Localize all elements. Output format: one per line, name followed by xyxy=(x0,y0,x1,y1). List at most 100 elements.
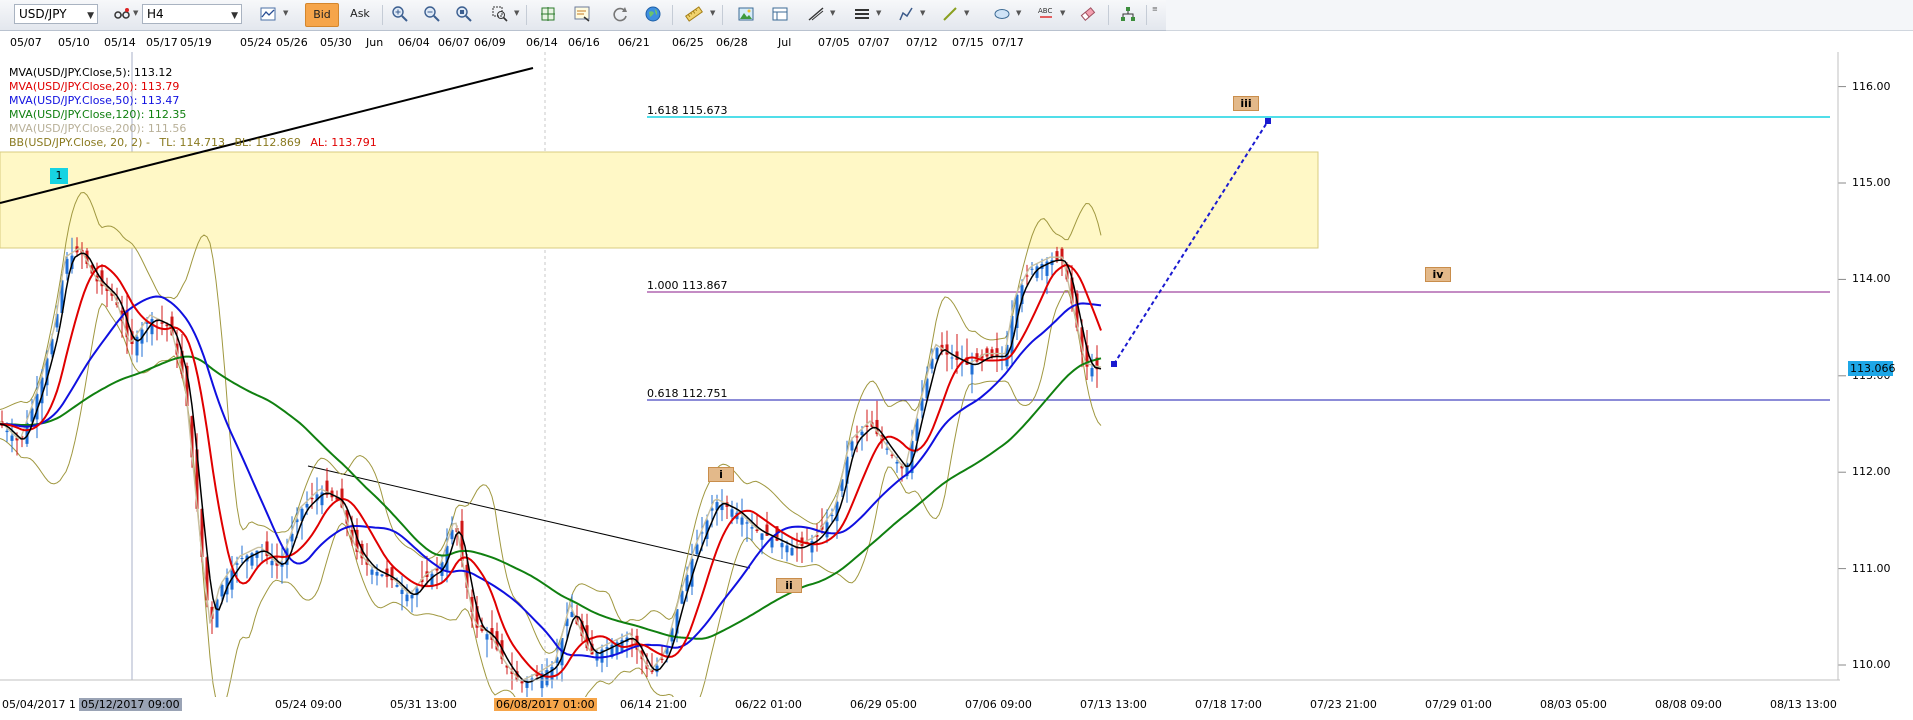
date-bar-label: 05/17 xyxy=(146,36,178,49)
chevron-down-icon[interactable]: ▼ xyxy=(1016,9,1022,17)
date-bar-label: 05/19 xyxy=(180,36,212,49)
candle-body xyxy=(845,456,849,484)
time-axis-label: 08/13 13:00 xyxy=(1770,698,1837,711)
toolbar-divider xyxy=(672,5,673,25)
template-icon[interactable] xyxy=(768,3,792,25)
pencil-tool-icon[interactable] xyxy=(894,3,918,25)
toolbar-divider xyxy=(382,5,383,25)
candle-body xyxy=(680,591,684,604)
zoom-fit-icon[interactable] xyxy=(452,3,476,25)
date-bar-label: 05/30 xyxy=(320,36,352,49)
properties-icon[interactable] xyxy=(570,3,594,25)
toolbar-divider xyxy=(1108,5,1109,25)
ellipse-icon[interactable] xyxy=(990,3,1014,25)
crosshair-icon[interactable] xyxy=(536,3,560,25)
candle-body xyxy=(710,508,714,511)
candle-body xyxy=(290,533,294,542)
price-axis-label: 115.00 xyxy=(1852,176,1891,189)
zoom-in-icon[interactable] xyxy=(388,3,412,25)
candle-body xyxy=(65,258,69,274)
symbol-select[interactable]: USD/JPY ▼ xyxy=(14,4,98,24)
timeframe-select[interactable]: H4 ▼ xyxy=(142,4,242,24)
candle-body xyxy=(770,538,774,548)
candle-body xyxy=(900,465,904,469)
candle-body xyxy=(515,671,519,681)
trendline-icon[interactable] xyxy=(804,3,828,25)
candle-body xyxy=(385,568,389,577)
candle-body xyxy=(1025,275,1029,277)
picture-icon[interactable] xyxy=(734,3,758,25)
zoom-area-icon[interactable] xyxy=(488,3,512,25)
legend-bb-al: AL: 113.791 xyxy=(310,136,377,149)
date-bar-label: Jun xyxy=(366,36,384,49)
price-axis-label: 110.00 xyxy=(1852,658,1891,671)
eraser-icon[interactable] xyxy=(1076,3,1100,25)
fib-0618-label: 0.618 112.751 xyxy=(647,387,728,400)
wave-iv-label: iv xyxy=(1425,267,1451,282)
legend-bb-label: BB(USD/JPY.Close, 20, 2) - xyxy=(9,136,150,149)
candle-body xyxy=(850,441,854,451)
chevron-down-icon[interactable]: ▼ xyxy=(133,9,139,17)
candle-body xyxy=(915,418,919,441)
ma5-line xyxy=(0,252,1102,683)
chevron-down-icon[interactable]: ▼ xyxy=(876,9,882,17)
candle-body xyxy=(135,336,139,356)
chevron-down-icon[interactable]: ▼ xyxy=(283,9,289,17)
chevron-down-icon[interactable]: ▼ xyxy=(830,9,836,17)
candle-body xyxy=(125,309,129,338)
date-bar-label: 06/25 xyxy=(672,36,704,49)
candle-body xyxy=(85,250,89,264)
candle-body xyxy=(520,681,524,684)
refresh-icon[interactable] xyxy=(608,3,632,25)
chevron-down-icon[interactable]: ▼ xyxy=(964,9,970,17)
ruler-icon[interactable] xyxy=(682,3,706,25)
chevron-down-icon: ▼ xyxy=(87,11,94,21)
hierarchy-icon[interactable] xyxy=(1116,3,1140,25)
candle-body xyxy=(580,620,584,637)
time-axis-label: 06/29 05:00 xyxy=(850,698,917,711)
candle-body xyxy=(865,425,869,427)
projection-end-point[interactable] xyxy=(1265,118,1271,124)
svg-text:ABC: ABC xyxy=(1038,7,1052,15)
projection-start-point[interactable] xyxy=(1111,361,1117,367)
ask-button[interactable]: Ask xyxy=(350,7,370,20)
candle-body xyxy=(660,658,664,660)
candle-body xyxy=(715,502,719,511)
candle-body xyxy=(985,348,989,357)
candle-body xyxy=(685,575,689,592)
chevron-down-icon[interactable]: ▼ xyxy=(514,9,520,17)
text-tool-icon[interactable]: ABC xyxy=(1034,3,1058,25)
chevron-down-icon[interactable]: ▼ xyxy=(920,9,926,17)
candle-body xyxy=(1020,285,1024,304)
candle-body xyxy=(835,501,839,522)
price-chart[interactable] xyxy=(0,52,1913,697)
candle-body xyxy=(25,423,29,444)
candle-body xyxy=(200,508,204,558)
candle-body xyxy=(1015,294,1019,329)
zoom-out-icon[interactable] xyxy=(420,3,444,25)
candle-body xyxy=(20,436,24,438)
candle-body xyxy=(470,596,474,612)
chevron-down-icon[interactable]: ▼ xyxy=(710,9,716,17)
candle-body xyxy=(240,557,244,559)
marker-time-label: 06/08/2017 01:00 xyxy=(494,698,597,711)
time-axis-label: 07/06 09:00 xyxy=(965,698,1032,711)
chart-type-icon[interactable] xyxy=(256,3,280,25)
candle-body xyxy=(840,479,844,491)
candle-body xyxy=(540,673,544,689)
chevron-down-icon[interactable]: ▼ xyxy=(1060,9,1066,17)
candle-body xyxy=(110,292,114,296)
horizontal-lines-icon[interactable] xyxy=(850,3,874,25)
time-axis: 05/04/2017 1 05/24 09:00 05/31 13:00 06/14 … xyxy=(0,696,1840,714)
symbol-value: USD/JPY xyxy=(19,7,67,21)
candle-body xyxy=(600,649,604,663)
toolbar-overflow-icon[interactable]: ≡ xyxy=(1152,5,1158,13)
candle-body xyxy=(675,609,679,634)
glasses-icon[interactable] xyxy=(110,3,134,25)
bid-button[interactable]: Bid xyxy=(305,3,339,27)
line-tool-icon[interactable] xyxy=(938,3,962,25)
candle-body xyxy=(655,665,659,673)
candle-body xyxy=(300,508,304,521)
candle-body xyxy=(730,509,734,517)
globe-icon[interactable] xyxy=(641,3,665,25)
